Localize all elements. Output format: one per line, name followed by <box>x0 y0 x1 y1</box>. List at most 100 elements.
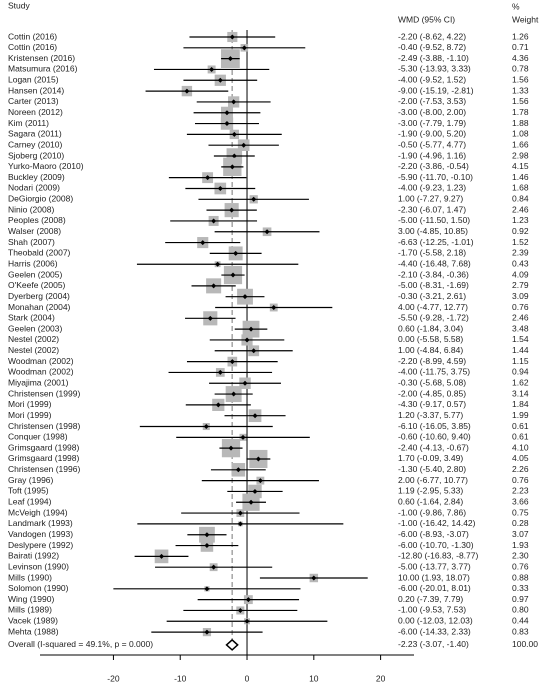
ci-label: -6.63 (-12.25, -1.01) <box>398 237 474 247</box>
study-label: O'Keefe (2005) <box>8 280 66 290</box>
estimate-dot <box>248 499 254 505</box>
weight-label: 1.26 <box>512 31 529 41</box>
study-label: Ninio (2008) <box>8 204 54 214</box>
study-label: Carter (2013) <box>8 96 59 106</box>
weight-label: 3.66 <box>512 497 529 507</box>
study-label: Vandogen (1993) <box>8 529 73 539</box>
ci-label: -3.00 (-7.79, 1.79) <box>398 118 466 128</box>
header-study: Study <box>8 0 30 10</box>
estimate-dot <box>235 467 241 473</box>
weight-label: 0.44 <box>512 616 529 626</box>
ci-label: -4.00 (-9.23, 1.23) <box>398 183 466 193</box>
ci-label: -1.30 (-5.40, 2.80) <box>398 464 466 474</box>
study-label: Harris (2006) <box>8 258 58 268</box>
ci-label: -5.00 (-13.77, 3.77) <box>398 561 471 571</box>
weight-label: 1.84 <box>512 399 529 409</box>
ci-label: -4.00 (-9.52, 1.52) <box>398 75 466 85</box>
ci-label: -2.00 (-7.53, 3.53) <box>398 96 466 106</box>
weight-label: 2.46 <box>512 313 529 323</box>
header-weight: Weight <box>512 14 539 24</box>
ci-label: -0.30 (-3.21, 2.61) <box>398 291 466 301</box>
ci-label: -5.00 (-8.31, -1.69) <box>398 280 469 290</box>
weight-label: 0.94 <box>512 367 529 377</box>
weight-label: 0.76 <box>512 475 529 485</box>
study-label: Hansen (2014) <box>8 85 64 95</box>
study-label: Vacek (1989) <box>8 616 58 626</box>
study-label: Buckley (2009) <box>8 172 65 182</box>
weight-label: 3.09 <box>512 291 529 301</box>
estimate-dot <box>204 629 210 635</box>
ci-label: -9.00 (-15.19, -2.81) <box>398 85 474 95</box>
estimate-dot <box>257 478 263 484</box>
weight-label: 2.46 <box>512 204 529 214</box>
study-label: Woodman (2002) <box>8 367 74 377</box>
study-label: Logan (2015) <box>8 75 59 85</box>
study-label: Sagara (2011) <box>8 129 62 139</box>
weight-label: 0.92 <box>512 226 529 236</box>
weight-label: 0.80 <box>512 605 529 615</box>
study-label: Mehta (1988) <box>8 626 59 636</box>
study-label: Sjoberg (2010) <box>8 150 64 160</box>
weight-label: 2.39 <box>512 248 529 258</box>
study-label: Mills (1989) <box>8 605 52 615</box>
x-tick-label: 0 <box>245 673 250 683</box>
header-effect: WMD (95% CI) <box>398 14 455 24</box>
estimate-dot <box>215 402 221 408</box>
weight-label: 2.79 <box>512 280 529 290</box>
study-label: Solomon (1990) <box>8 583 69 593</box>
ci-label: 0.60 (-1.84, 3.04) <box>398 323 463 333</box>
weight-label: 0.28 <box>512 518 529 528</box>
ci-label: -2.40 (-4.13, -0.67) <box>398 442 469 452</box>
estimate-dot <box>217 77 223 83</box>
ci-label: -2.20 (-3.86, -0.54) <box>398 161 469 171</box>
weight-label: 2.30 <box>512 551 529 561</box>
study-label: Peoples (2008) <box>8 215 66 225</box>
estimate-dot <box>205 175 211 181</box>
ci-label: -5.30 (-13.93, 3.33) <box>398 64 471 74</box>
study-label: Miyajima (2001) <box>8 377 69 387</box>
ci-label: -2.49 (-3.88, -1.10) <box>398 53 469 63</box>
study-label: McVeigh (1994) <box>8 507 68 517</box>
weight-label: 0.43 <box>512 258 529 268</box>
ci-label: -1.00 (-16.42, 14.42) <box>398 518 476 528</box>
ci-label: -6.10 (-16.05, 3.85) <box>398 421 471 431</box>
study-label: Bairati (1992) <box>8 551 59 561</box>
ci-label: -2.30 (-6.07, 1.47) <box>398 204 466 214</box>
study-label: Cottin (2016) <box>8 42 57 52</box>
estimate-dot <box>244 618 250 624</box>
weight-label: 1.46 <box>512 172 529 182</box>
ci-label: -0.50 (-5.77, 4.77) <box>398 139 466 149</box>
weight-label: 1.56 <box>512 96 529 106</box>
weight-label: 1.23 <box>512 215 529 225</box>
estimate-dot <box>252 413 258 419</box>
ci-label: -12.80 (-16.83, -8.77) <box>398 551 478 561</box>
study-label: Deslypere (1992) <box>8 540 73 550</box>
study-label: Geelen (2005) <box>8 269 63 279</box>
ci-label: 4.00 (-4.77, 12.77) <box>398 302 468 312</box>
estimate-dot <box>237 607 243 613</box>
weight-label: 0.71 <box>512 42 529 52</box>
estimate-dot <box>215 261 221 267</box>
ci-label: -0.40 (-9.52, 8.72) <box>398 42 466 52</box>
ci-label: 0.60 (-1.64, 2.84) <box>398 497 463 507</box>
study-label: Leaf (1994) <box>8 497 52 507</box>
estimate-dot <box>204 532 210 538</box>
study-label: Nestel (2002) <box>8 345 59 355</box>
estimate-dot <box>231 391 237 397</box>
study-label: Mori (1999) <box>8 410 52 420</box>
weight-label: 1.08 <box>512 129 529 139</box>
study-label: Dyerberg (2004) <box>8 291 70 301</box>
estimate-dot <box>237 521 243 527</box>
ci-label: -5.50 (-9.28, -1.72) <box>398 313 469 323</box>
estimate-dot <box>211 218 217 224</box>
weight-label: 0.61 <box>512 432 529 442</box>
study-label: Christensen (1998) <box>8 421 80 431</box>
weight-label: 0.88 <box>512 572 529 582</box>
study-label: Cottin (2016) <box>8 31 57 41</box>
x-tick-label: 20 <box>376 673 386 683</box>
x-tick-label: -10 <box>174 673 187 683</box>
weight-label: 2.23 <box>512 486 529 496</box>
estimate-dot <box>251 196 257 202</box>
weight-label: 0.33 <box>512 583 529 593</box>
